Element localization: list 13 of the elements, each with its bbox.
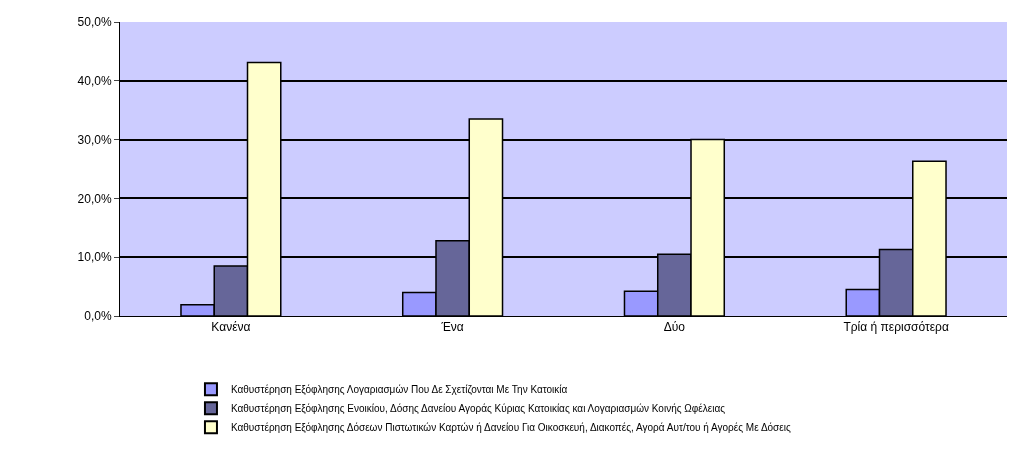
y-tick-label: 20,0% <box>77 191 112 206</box>
x-tick-label: Τρία ή περισσότερα <box>843 320 949 335</box>
legend-label: Καθυστέρηση Εξόφλησης Λογαριασμών Που Δε Σχετίζονται Με Την Κατοικία <box>230 384 568 397</box>
y-tick-label: 10,0% <box>77 250 112 265</box>
y-tick-label: 50,0% <box>77 15 112 30</box>
x-tick-label: Κανένα <box>211 320 251 335</box>
y-tick-label: 40,0% <box>77 74 112 88</box>
legend-label: Καθυστέρηση Εξόφλησης Ενοικίου, Δόσης Δανείου Αγοράς Κύριας Κατοικίας και Λογαριασμών Κοινής Ωφέλειας <box>230 403 726 416</box>
y-tick-label: 0,0% <box>84 309 112 324</box>
y-tick-label: 30,0% <box>77 132 112 147</box>
x-tick-label: Ένα <box>440 320 464 335</box>
x-tick-label: Δύο <box>663 320 686 335</box>
legend-label: Καθυστέρηση Εξόφλησης Δόσεων Πιστωτικών Καρτών ή Δανείου Για Οικοσκευή, Διακοπές, Αγορά Αυτ/του ή Αγορές Με Δόσεις <box>230 422 791 435</box>
